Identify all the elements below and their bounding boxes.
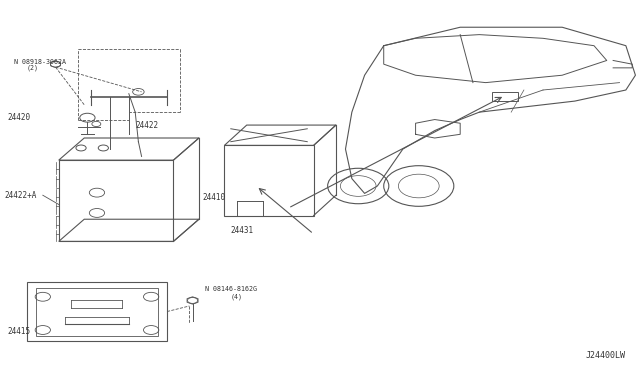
Bar <box>225 145 314 215</box>
Text: (4): (4) <box>231 294 243 300</box>
Text: 24410: 24410 <box>202 193 225 202</box>
Text: 24431: 24431 <box>231 226 254 235</box>
Text: J24400LW: J24400LW <box>586 350 626 359</box>
Text: (2): (2) <box>27 65 39 71</box>
Text: N 08146-8162G: N 08146-8162G <box>205 286 257 292</box>
Text: 24420: 24420 <box>8 113 31 122</box>
Text: 24422+A: 24422+A <box>4 191 37 200</box>
Bar <box>59 160 173 241</box>
Text: N 08918-3062A: N 08918-3062A <box>14 59 66 65</box>
Text: 24415: 24415 <box>8 327 31 336</box>
Bar <box>27 282 167 341</box>
Bar <box>492 92 518 101</box>
Text: 24422: 24422 <box>135 121 158 129</box>
Bar <box>36 288 157 336</box>
